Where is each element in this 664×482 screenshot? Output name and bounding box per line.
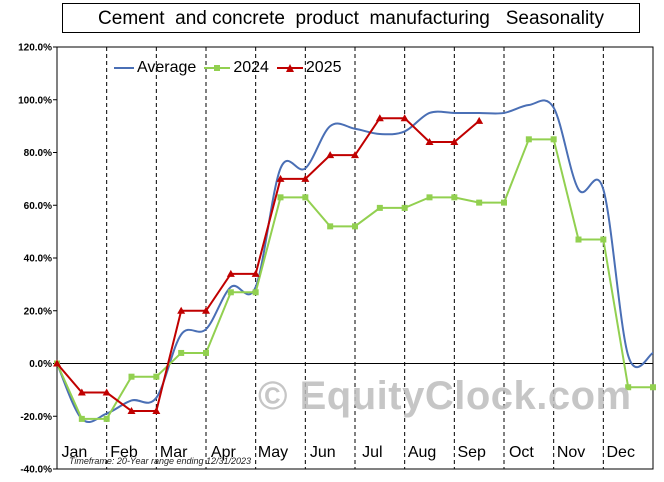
data-point-2025	[102, 388, 111, 396]
data-point-2024	[352, 223, 358, 230]
data-point-2024	[401, 204, 408, 211]
series-line-average	[56, 99, 654, 424]
series-lines	[53, 99, 656, 424]
legend-label-2024: 2024	[233, 59, 269, 76]
y-axis-tick-labels: 120.0% 100.0% 80.0% 60.0% 40.0% 20.0% 0.0% -20.…	[18, 43, 57, 476]
y-tick-label: -40.0%	[20, 465, 52, 476]
data-point-2024	[203, 349, 209, 356]
data-point-2025	[425, 137, 434, 145]
data-point-2024	[376, 204, 383, 211]
x-tick-label: May	[258, 444, 288, 461]
legend-item-2024: 2024	[204, 59, 269, 77]
chart-title-box: Cement and concrete product manufacturin…	[62, 3, 640, 33]
data-point-2024	[103, 415, 110, 422]
legend-item-2025: 2025	[276, 59, 342, 77]
x-tick-label: Oct	[509, 444, 534, 461]
data-point-2025	[375, 114, 384, 122]
timeframe-footnote: Timeframe: 20-Year range ending 12/31/20…	[69, 456, 252, 466]
chart-title: Cement and concrete product manufacturin…	[98, 8, 604, 29]
x-tick-label: Dec	[606, 444, 634, 461]
grid	[56, 46, 654, 470]
data-point-2025	[351, 151, 359, 159]
data-point-2025	[326, 151, 335, 159]
y-tick-label: 120.0%	[18, 43, 52, 54]
legend-label-average: Average	[137, 59, 197, 76]
series-line-2025	[56, 117, 480, 412]
x-tick-label: Jul	[362, 444, 382, 461]
data-point-2024	[327, 223, 334, 230]
x-tick-label: Apr	[211, 444, 237, 461]
watermark: © EquityClock.com	[258, 374, 632, 418]
data-point-2025	[475, 116, 484, 124]
data-point-2025	[301, 174, 310, 182]
data-point-2024	[252, 289, 259, 296]
data-point-2025	[177, 306, 186, 314]
y-tick-label: 100.0%	[18, 95, 52, 106]
data-point-2024	[426, 194, 433, 201]
data-point-2025	[53, 359, 61, 367]
data-point-2025	[127, 406, 136, 414]
y-tick-label: -20.0%	[20, 412, 52, 423]
x-tick-label: Mar	[160, 444, 188, 461]
legend: Average 2024 2025	[114, 57, 350, 79]
x-tick-label: Sep	[457, 444, 486, 461]
data-point-2025	[152, 406, 161, 414]
data-point-2025	[77, 388, 86, 396]
data-point-2024	[227, 289, 234, 296]
data-point-2024	[501, 199, 507, 206]
data-point-2025	[276, 174, 285, 182]
legend-item-average: Average	[114, 59, 196, 77]
data-point-2024	[451, 194, 458, 201]
legend-swatch-2025	[276, 64, 303, 72]
data-point-2025	[226, 269, 235, 277]
x-tick-label: Aug	[408, 444, 436, 461]
legend-swatch-average	[114, 67, 134, 69]
data-point-2024	[550, 136, 557, 143]
data-point-2024	[476, 199, 483, 206]
data-point-2024	[575, 236, 582, 243]
data-point-2024	[302, 194, 309, 201]
legend-swatch-2024	[204, 65, 231, 71]
data-point-2024	[178, 349, 185, 356]
data-point-2024	[650, 384, 656, 391]
y-tick-label: 40.0%	[24, 254, 52, 265]
data-point-2025	[251, 269, 260, 277]
data-point-2024	[600, 236, 607, 243]
y-tick-label: 60.0%	[24, 201, 52, 212]
y-tick-label: 20.0%	[24, 306, 52, 317]
data-point-2024	[78, 415, 85, 422]
data-point-2024	[153, 373, 160, 380]
data-point-2024	[277, 194, 284, 201]
legend-label-2025: 2025	[305, 59, 342, 76]
data-point-2025	[450, 137, 459, 145]
y-tick-label: 80.0%	[24, 148, 52, 159]
data-point-2024	[525, 136, 532, 143]
x-tick-label: Jun	[310, 444, 336, 461]
x-axis-tick-labels: Jan Feb Mar Apr May Jun Jul Aug Sep Oct Nov Dec	[61, 444, 634, 461]
y-tick-label: 0.0%	[29, 359, 52, 370]
data-point-2024	[625, 384, 632, 391]
x-tick-label: Nov	[557, 444, 585, 461]
x-tick-label: Feb	[110, 444, 138, 461]
data-point-2024	[128, 373, 135, 380]
data-point-2025	[202, 306, 210, 314]
x-tick-label: Jan	[61, 444, 87, 461]
data-point-2025	[400, 114, 409, 122]
